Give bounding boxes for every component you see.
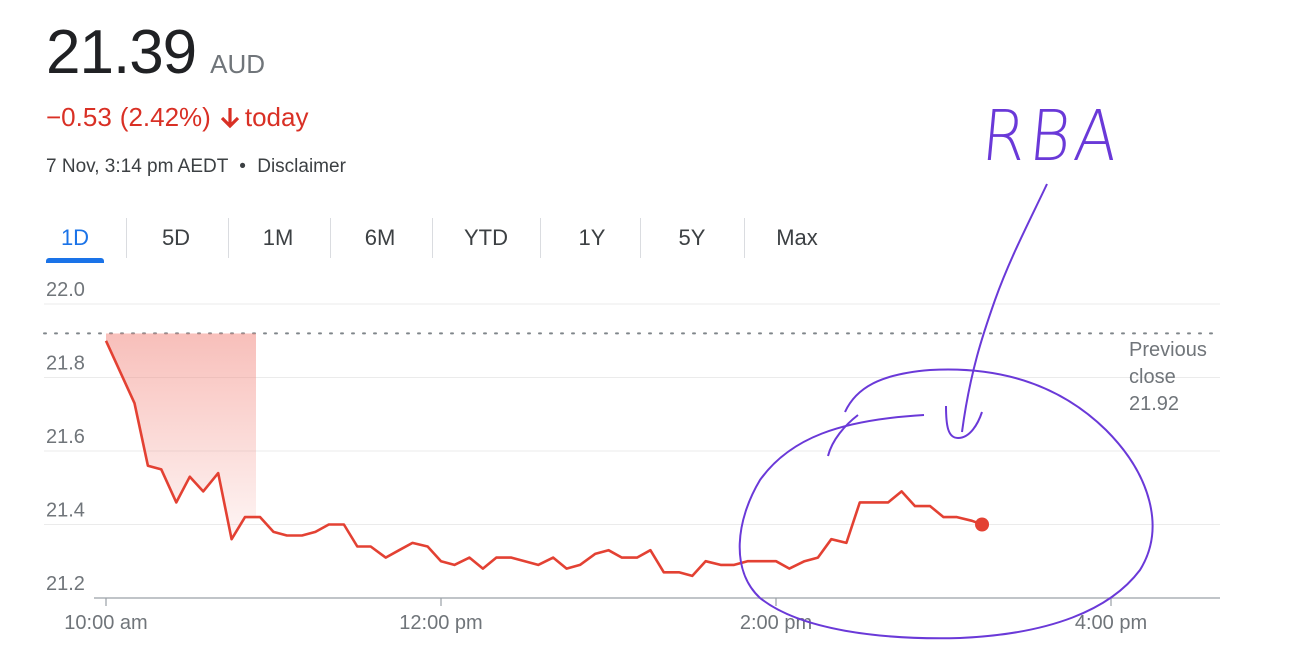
tab-divider [126,218,127,258]
price-change-percent: (2.42%) [119,102,211,132]
price-area-fill [106,333,256,540]
tab-ytd[interactable]: YTD [464,225,508,250]
current-price: 21.39 [46,18,197,87]
disclaimer-link[interactable]: Disclaimer [257,156,346,177]
tab-1d[interactable]: 1D [60,225,90,250]
y-tick-label: 21.4 [46,500,85,522]
x-tick-label: 12:00 pm [399,612,482,634]
tab-5y[interactable]: 5Y [678,225,706,250]
previous-close-label: Previous [1129,339,1207,361]
tab-max[interactable]: Max [776,225,818,250]
price-header: 21.39 AUD [46,18,265,88]
price-change-period: today [244,102,309,132]
tab-1y[interactable]: 1Y [578,225,606,250]
price-chart[interactable]: 22.0 21.8 21.6 21.4 21.2 10:00 am 12:00 pm 2:00… [0,270,1292,652]
price-change-value: −0.53 [46,102,112,132]
x-tick-label: 2:00 pm [740,612,812,634]
tab-6m[interactable]: 6M [364,225,396,250]
quote-timestamp: 7 Nov, 3:14 pm AEDT [46,156,228,177]
x-tick-label: 4:00 pm [1075,612,1147,634]
y-tick-label: 22.0 [46,279,85,301]
x-tick-label: 10:00 am [64,612,147,634]
previous-close-label: close [1129,366,1176,388]
tab-divider [432,218,433,258]
price-change-row: −0.53 (2.42%) today [46,102,308,133]
y-tick-label: 21.2 [46,573,85,595]
tab-divider [640,218,641,258]
tab-divider [744,218,745,258]
tab-divider [540,218,541,258]
price-chart-svg: 22.0 21.8 21.6 21.4 21.2 10:00 am 12:00 pm 2:00… [43,279,1221,634]
tab-1m[interactable]: 1M [262,225,294,250]
down-arrow-icon [219,106,241,130]
quote-timestamp-row: 7 Nov, 3:14 pm AEDT • Disclaimer [46,156,346,178]
previous-close-value: 21.92 [1129,393,1179,415]
current-price-marker [975,517,990,532]
annotation-rba-text: RBA [978,95,1126,177]
separator-dot: • [239,156,246,177]
tab-divider [228,218,229,258]
y-tick-label: 21.6 [46,426,85,448]
currency-code: AUD [210,49,266,79]
tab-divider [330,218,331,258]
y-tick-label: 21.8 [46,353,85,375]
active-tab-indicator [46,258,104,263]
tab-5d[interactable]: 5D [161,225,191,250]
